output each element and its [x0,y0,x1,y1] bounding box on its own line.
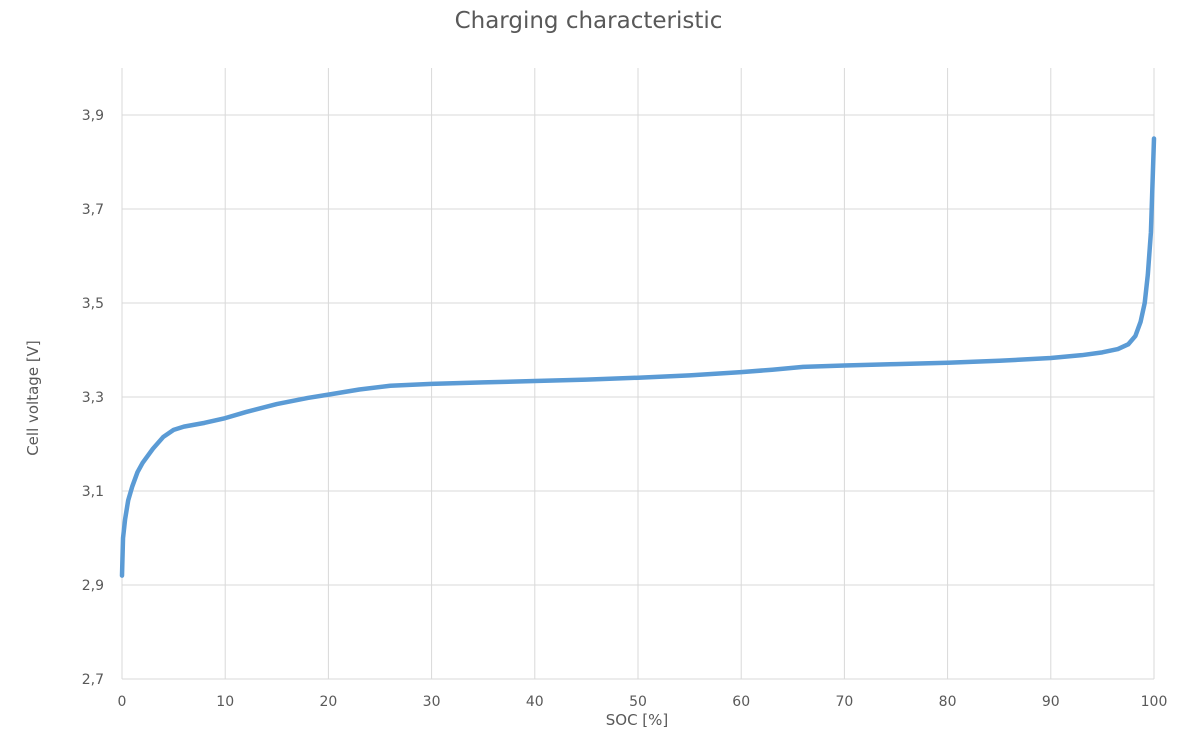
x-tick-label: 20 [319,694,337,710]
x-tick-label: 40 [526,694,544,710]
y-axis-title: Cell voltage [V] [24,340,42,456]
x-tick-label: 80 [939,694,957,710]
x-tick-label: 90 [1042,694,1060,710]
gridlines [121,68,1155,680]
x-tick-label: 0 [118,694,127,710]
chart-title: Charging characteristic [454,8,723,34]
y-tick-label: 3,9 [82,108,104,124]
x-tick-label: 30 [423,694,441,710]
y-tick-label: 2,9 [82,578,104,594]
y-tick-labels: 2,7 2,9 3,1 3,3 3,5 3,7 3,9 [82,108,104,688]
x-tick-label: 10 [216,694,234,710]
series-layer [119,136,1157,578]
y-tick-label: 3,7 [82,202,104,218]
x-axis-title: SOC [%] [606,711,669,729]
x-tick-label: 50 [629,694,647,710]
y-tick-label: 3,5 [82,296,104,312]
y-tick-label: 3,3 [82,390,104,406]
x-tick-label: 100 [1141,694,1168,710]
x-tick-label: 70 [835,694,853,710]
x-tick-labels: 0 10 20 30 40 50 60 70 80 90 100 [118,694,1168,710]
y-tick-label: 3,1 [82,484,104,500]
x-tick-label: 60 [732,694,750,710]
y-tick-label: 2,7 [82,672,104,688]
series-line [119,136,1157,578]
